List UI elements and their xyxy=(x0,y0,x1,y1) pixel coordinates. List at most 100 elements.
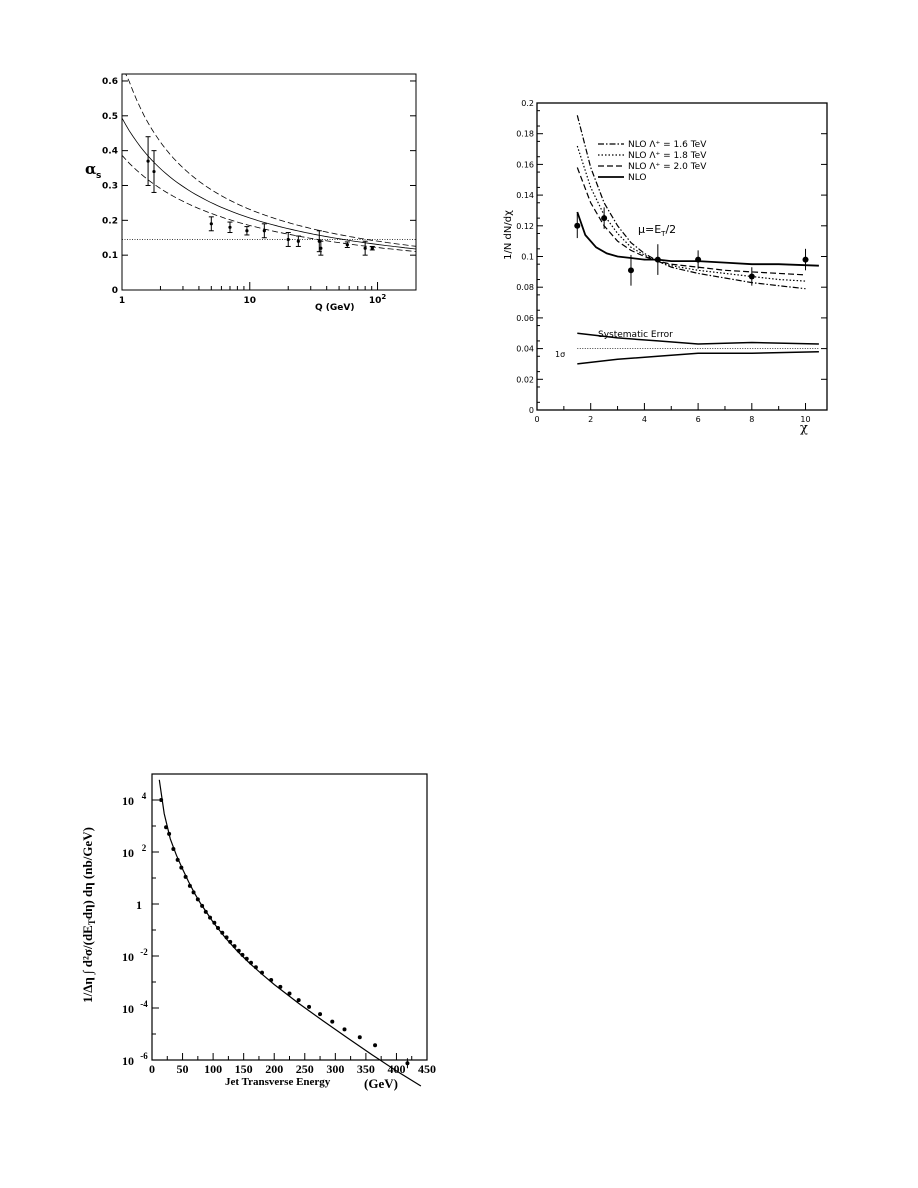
x-tick-label: 8 xyxy=(749,415,754,424)
data-point xyxy=(249,960,253,965)
data-point xyxy=(319,246,323,250)
x-tick-label: 0 xyxy=(149,1062,155,1076)
data-point xyxy=(278,984,283,989)
x-tick-label: 300 xyxy=(326,1062,344,1076)
data-point xyxy=(318,1012,323,1017)
data-point xyxy=(195,897,200,902)
x-tick-label: 10 xyxy=(244,296,257,306)
chi-distribution-chart: 0 0.02 0.04 0.06 0.08 0.1 0.12 0.14 0.16 0.18 0.2 0… xyxy=(503,99,828,436)
data-point xyxy=(345,243,349,247)
y-tick-label: 0.18 xyxy=(516,130,534,139)
y-axis-label-sub: T xyxy=(87,919,97,925)
y-tick-label: 10 -4 xyxy=(122,999,148,1016)
y-tick-label: 0.1 xyxy=(102,251,118,261)
data-point xyxy=(152,169,156,174)
x-tick-exponent: 2 xyxy=(381,293,386,301)
y-tick-label: 10 4 xyxy=(122,791,147,808)
y-tick-label: 0 xyxy=(529,406,534,415)
y-tick-exponent: -6 xyxy=(140,1051,148,1061)
y-tick-label: 0.2 xyxy=(521,99,534,108)
x-axis-label: Q (GeV) xyxy=(315,303,354,313)
y-tick-label: 0.1 xyxy=(521,253,534,262)
systematic-lower xyxy=(577,350,819,365)
legend-entry: NLO Λ⁺ = 2.0 TeV xyxy=(628,162,707,172)
series-line xyxy=(576,211,819,267)
data-point xyxy=(286,237,290,242)
data-point xyxy=(244,956,249,961)
data-point xyxy=(203,909,208,914)
y-tick-label: 0.04 xyxy=(516,345,534,354)
data-point xyxy=(232,944,237,949)
y-tick-label: 0.14 xyxy=(516,191,534,200)
x-tick-label: 150 xyxy=(235,1062,253,1076)
data-point xyxy=(654,256,661,263)
legend-entry: NLO Λ⁺ = 1.6 TeV xyxy=(628,140,707,150)
data-point xyxy=(695,256,702,263)
x-tick-label: 250 xyxy=(296,1062,314,1076)
y-axis-label: α xyxy=(85,160,97,178)
data-point xyxy=(183,874,188,879)
x-axis-unit: (GeV) xyxy=(364,1076,398,1091)
y-tick-exponent: -4 xyxy=(140,999,148,1009)
data-point xyxy=(574,222,581,229)
x-tick-label: 200 xyxy=(265,1062,283,1076)
data-point xyxy=(171,847,176,852)
y-tick-label: 0.6 xyxy=(102,77,118,87)
y-axis-label-main: 1/Δη ∫ d²σ/(dE xyxy=(80,925,96,1003)
scale-annotation-main: μ=E xyxy=(638,223,661,236)
y-tick-label: 1 xyxy=(136,898,142,912)
data-point xyxy=(167,831,172,836)
y-tick-label: 0.12 xyxy=(516,222,534,231)
alpha-s-curve xyxy=(121,117,417,250)
data-point xyxy=(187,883,192,888)
alpha-s-curve xyxy=(121,155,417,252)
data-point xyxy=(236,948,241,953)
fit-curve xyxy=(158,779,422,1087)
systematic-error-label: Systematic Error xyxy=(598,330,673,340)
y-axis-label-tail: dη) dη (nb/GeV) xyxy=(80,827,95,919)
y-tick-exponent: 2 xyxy=(142,843,147,853)
x-tick-label: 100 xyxy=(204,1062,222,1076)
alpha-s-curve xyxy=(122,73,417,247)
data-point xyxy=(212,920,217,925)
data-point xyxy=(209,222,213,226)
data-point xyxy=(601,215,608,222)
y-tick-label: 0.3 xyxy=(102,181,118,191)
data-point xyxy=(307,1004,312,1009)
data-point xyxy=(175,857,180,862)
y-tick-label: 0.16 xyxy=(516,160,534,169)
y-tick-label: 0.08 xyxy=(516,283,534,292)
sigma-label: 1σ xyxy=(555,350,565,359)
data-point xyxy=(245,229,249,233)
data-point xyxy=(253,965,258,970)
y-tick-label: 10 -2 xyxy=(122,947,148,964)
data-point xyxy=(296,239,300,243)
data-point xyxy=(216,925,220,930)
data-point xyxy=(208,915,213,920)
scale-annotation: μ=ET/2 xyxy=(638,223,676,238)
alpha-s-chart: 0 0.1 0.2 0.3 0.4 0.5 0.6 1 10 102 α s Q (GeV) xyxy=(85,73,417,313)
jet-cross-section-chart: 10 4 10 2 1 10 -2 10 -4 10 -60 50 100 150 200 250 300 350… xyxy=(80,773,436,1091)
scale-annotation-sub: T xyxy=(660,230,666,238)
x-tick-label: 450 xyxy=(418,1062,436,1076)
y-tick-exponent: -2 xyxy=(140,947,148,957)
x-tick-label: 102 xyxy=(369,293,387,306)
y-tick-label: 0.2 xyxy=(102,216,118,226)
scale-annotation-tail: /2 xyxy=(665,223,676,236)
y-tick-label: 0 xyxy=(112,286,118,296)
y-axis-label-subscript: s xyxy=(96,171,101,181)
systematic-upper xyxy=(577,332,819,345)
data-point xyxy=(200,903,205,908)
y-tick-exponent: 4 xyxy=(142,791,147,801)
data-point xyxy=(269,977,274,982)
data-point xyxy=(287,991,292,996)
x-tick-label: 50 xyxy=(177,1062,189,1076)
legend-entry: NLO xyxy=(628,173,647,183)
data-point xyxy=(164,825,169,830)
x-tick-label: 0 xyxy=(534,415,539,424)
x-tick-label: 2 xyxy=(588,415,593,424)
x-tick-label: 4 xyxy=(642,415,647,424)
data-point xyxy=(191,890,196,895)
x-tick-label: 1 xyxy=(119,296,125,306)
